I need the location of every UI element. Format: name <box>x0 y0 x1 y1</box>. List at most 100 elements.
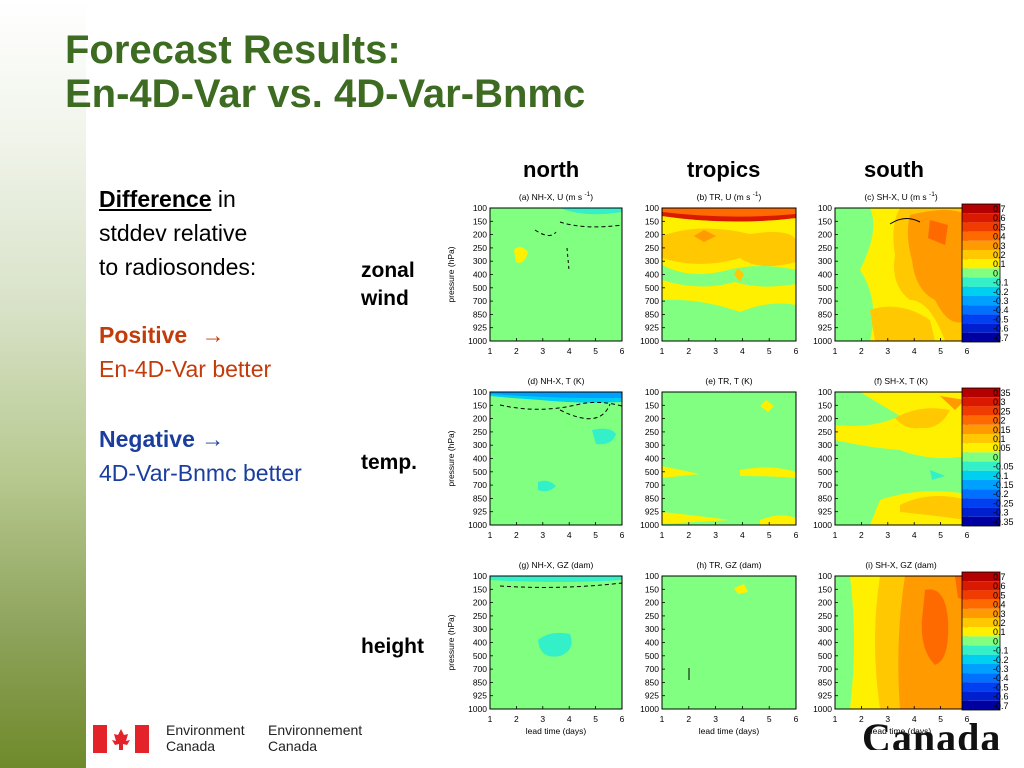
x-axis-label: lead time (days) <box>526 726 587 736</box>
explanation-line-2: stddev relative <box>99 220 248 246</box>
contour-fill-c <box>835 208 967 341</box>
colorbar-swatch <box>962 424 1000 434</box>
colorbar-swatch <box>962 581 1000 591</box>
x-tick-label: 6 <box>620 530 625 540</box>
colorbar-swatch <box>962 480 1000 490</box>
x-tick-label: 1 <box>833 346 838 356</box>
colorbar-label: -0.1 <box>993 278 1009 288</box>
colorbar-label: -0.4 <box>993 673 1009 683</box>
y-tick-label: 400 <box>473 454 487 464</box>
y-tick-label: 100 <box>818 387 832 397</box>
contour-fill-h <box>662 576 796 709</box>
y-axis-label: pressure (hPa) <box>446 246 456 302</box>
slide-title: Forecast Results: En-4D-Var vs. 4D-Var-B… <box>65 28 585 116</box>
x-tick-label: 1 <box>833 530 838 540</box>
contour-fill-f <box>835 392 967 525</box>
x-tick-label: 3 <box>540 530 545 540</box>
y-tick-label: 500 <box>645 283 659 293</box>
y-tick-label: 925 <box>645 691 659 701</box>
y-tick-label: 150 <box>473 584 487 594</box>
y-tick-label: 100 <box>645 387 659 397</box>
colorbar-swatch <box>962 296 1000 306</box>
y-tick-label: 200 <box>473 598 487 608</box>
colorbar-label: 0.4 <box>993 600 1006 610</box>
x-tick-label: 1 <box>488 346 493 356</box>
y-tick-label: 250 <box>473 611 487 621</box>
y-tick-label: 200 <box>818 598 832 608</box>
y-tick-label: 150 <box>645 216 659 226</box>
colorbar-swatch <box>962 636 1000 646</box>
x-tick-label: 2 <box>859 714 864 724</box>
colorbar-swatch <box>962 691 1000 701</box>
colorbar-swatch <box>962 222 1000 232</box>
x-tick-label: 3 <box>713 530 718 540</box>
y-tick-label: 150 <box>818 216 832 226</box>
contour-fill-g <box>490 576 622 709</box>
y-tick-label: 1000 <box>468 336 487 346</box>
colorbar-label: -0.4 <box>993 305 1009 315</box>
x-tick-label: 5 <box>593 346 598 356</box>
y-tick-label: 1000 <box>813 704 832 714</box>
y-tick-label: 850 <box>818 309 832 319</box>
colorbar-label: 0.7 <box>993 572 1006 582</box>
col-label-north: north <box>523 157 580 182</box>
y-tick-label: 400 <box>473 270 487 280</box>
colorbar-swatch <box>962 507 1000 517</box>
y-tick-label: 850 <box>473 493 487 503</box>
x-tick-label: 4 <box>740 530 745 540</box>
colorbar-swatch <box>962 489 1000 499</box>
colorbar-swatch <box>962 204 1000 214</box>
y-tick-label: 300 <box>645 440 659 450</box>
y-tick-label: 500 <box>818 467 832 477</box>
x-tick-label: 4 <box>740 714 745 724</box>
y-tick-label: 500 <box>818 283 832 293</box>
x-tick-label: 5 <box>767 346 772 356</box>
colorbar-swatch <box>962 268 1000 278</box>
colorbar-label: 0 <box>993 268 998 278</box>
contour-fill-d <box>490 392 622 525</box>
y-tick-label: 500 <box>645 467 659 477</box>
environment-canada-fr: Environnement Canada <box>268 722 363 754</box>
colorbar-label: 0.1 <box>993 259 1006 269</box>
colorbar-label: 0.3 <box>993 609 1006 619</box>
colorbar-label: 0.7 <box>993 204 1006 214</box>
colorbar-frame <box>961 571 1001 711</box>
colorbar-label: 0.3 <box>993 397 1006 407</box>
y-tick-label: 250 <box>645 611 659 621</box>
x-tick-label: 1 <box>488 530 493 540</box>
y-tick-label: 1000 <box>468 520 487 530</box>
x-tick-label: 1 <box>660 530 665 540</box>
y-tick-label: 700 <box>473 664 487 674</box>
colorbar-swatch <box>962 645 1000 655</box>
colorbar-label: 0.3 <box>993 241 1006 251</box>
x-tick-label: 4 <box>912 346 917 356</box>
colorbar-label: -0.2 <box>993 287 1009 297</box>
colorbar-label: -0.3 <box>993 508 1009 518</box>
y-tick-label: 925 <box>818 507 832 517</box>
y-tick-label: 700 <box>818 480 832 490</box>
x-tick-label: 6 <box>965 714 970 724</box>
y-tick-label: 400 <box>645 270 659 280</box>
colorbar-label: -0.3 <box>993 664 1009 674</box>
y-tick-label: 850 <box>645 493 659 503</box>
y-tick-label: 1000 <box>640 336 659 346</box>
colorbar-label: 0.15 <box>993 425 1011 435</box>
y-tick-label: 500 <box>818 651 832 661</box>
y-axis-label: pressure (hPa) <box>446 430 456 486</box>
title-line-1: Forecast Results: <box>65 28 401 72</box>
x-tick-label: 2 <box>859 530 864 540</box>
panel-title-f: (f) SH-X, T (K) <box>874 376 928 386</box>
x-tick-label: 2 <box>686 530 691 540</box>
x-axis-label: lead time (days) <box>699 726 760 736</box>
x-tick-label: 5 <box>938 714 943 724</box>
canada-flag-icon <box>93 725 149 753</box>
y-tick-label: 400 <box>818 638 832 648</box>
difference-label: Difference <box>99 186 212 212</box>
y-tick-label: 500 <box>473 283 487 293</box>
colorbar-label: -0.6 <box>993 324 1009 334</box>
y-tick-label: 300 <box>645 624 659 634</box>
panel-title-b: (b) TR, U (m s -1) <box>697 191 762 202</box>
y-tick-label: 300 <box>645 256 659 266</box>
colorbar-swatch <box>962 213 1000 223</box>
colorbar-label: 0.5 <box>993 590 1006 600</box>
